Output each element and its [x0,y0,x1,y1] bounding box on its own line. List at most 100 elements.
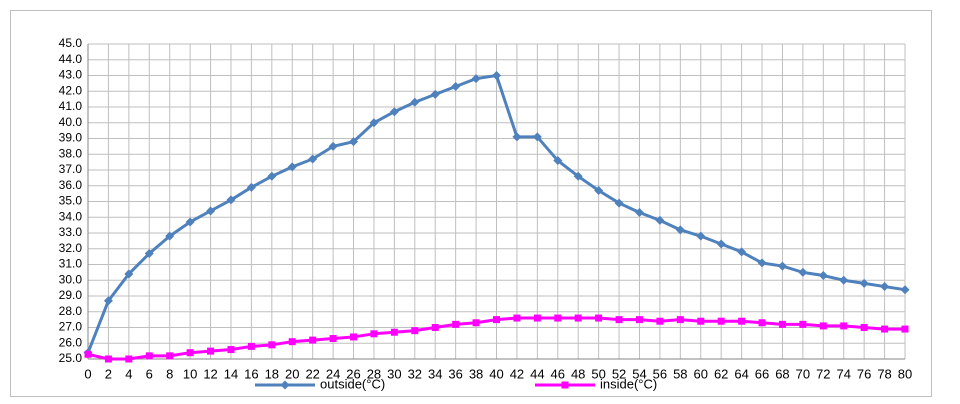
data-point [675,225,685,235]
x-tick-label: 32 [408,366,422,381]
data-point [717,317,725,325]
x-tick-label: 72 [816,366,830,381]
y-tick-label: 45.0 [59,36,83,50]
data-point [799,320,807,328]
y-tick-label: 33.0 [59,225,83,239]
data-point [840,322,848,330]
data-point [655,215,665,225]
data-point [573,171,583,181]
x-tick-label: 36 [448,366,462,381]
data-point [328,141,338,151]
x-tick-label: 68 [775,366,789,381]
data-point [104,355,112,363]
data-point [676,316,684,324]
data-point [859,278,869,288]
x-tick-label: 58 [673,366,687,381]
data-point [553,156,563,166]
x-tick-label: 12 [203,366,217,381]
data-point [389,107,399,117]
x-tick-label: 78 [877,366,891,381]
x-tick-label: 60 [694,366,708,381]
data-point [451,82,461,92]
data-point [350,333,358,341]
data-point [513,314,521,322]
data-point [554,314,562,322]
data-point [798,267,808,277]
data-point [103,296,113,306]
x-tick-label: 28 [367,366,381,381]
data-point [634,208,644,218]
x-tick-label: 38 [469,366,483,381]
x-tick-label: 48 [571,366,585,381]
y-tick-label: 27.0 [59,320,83,334]
data-point [594,185,604,195]
x-tick-label: 16 [244,366,258,381]
data-point [533,314,541,322]
data-point [595,314,603,322]
x-tick-label: 0 [84,366,91,381]
y-tick-label: 39.0 [59,131,83,145]
data-point [839,275,849,285]
x-tick-label: 10 [183,366,197,381]
x-tick-label: 2 [105,366,112,381]
y-tick-label: 43.0 [59,68,83,82]
x-tick-label: 40 [489,366,503,381]
data-point [288,338,296,346]
data-point [860,324,868,331]
y-tick-label: 29.0 [59,288,83,302]
data-point [492,71,501,80]
data-point [901,325,909,333]
x-tick-label: 50 [591,366,605,381]
data-point [145,352,153,360]
data-point [738,317,746,325]
x-tick-label: 30 [387,366,401,381]
x-tick-label: 22 [305,366,319,381]
data-point [493,316,500,324]
data-point [369,118,379,128]
data-point [84,350,92,358]
data-point [185,217,195,227]
y-tick-label: 41.0 [59,99,83,113]
data-point [758,319,766,327]
x-tick-label: 70 [796,366,810,381]
data-point [370,330,378,338]
x-tick-label: 64 [734,366,748,381]
data-point [614,198,624,208]
data-point [410,97,420,107]
x-tick-label: 66 [755,366,769,381]
y-tick-label: 36.0 [59,178,83,192]
data-point [411,327,419,335]
x-tick-label: 34 [428,366,442,381]
y-tick-label: 35.0 [59,194,83,208]
data-point [431,324,439,331]
data-point [329,335,337,343]
data-point [532,132,542,142]
x-tick-label: 44 [530,366,544,381]
x-tick-label: 4 [125,366,132,381]
legend-marker [280,380,290,390]
data-point [716,239,726,249]
x-tick-label: 6 [146,366,153,381]
y-tick-label: 25.0 [59,351,83,365]
data-point [697,317,705,325]
data-point [125,355,133,363]
data-point [818,271,828,281]
data-point [696,231,706,241]
y-tick-label: 26.0 [59,335,83,349]
data-point [206,206,216,216]
data-point [246,182,256,192]
data-point [287,162,297,172]
y-tick-label: 37.0 [59,162,83,176]
data-point [390,328,398,336]
y-tick-label: 30.0 [59,272,83,286]
y-tick-label: 42.0 [59,83,83,97]
x-tick-label: 18 [265,366,279,381]
x-tick-label: 46 [551,366,565,381]
y-tick-label: 40.0 [59,115,83,129]
x-tick-label: 14 [224,366,238,381]
data-point [452,320,460,328]
legend-label: outside(°C) [320,376,385,391]
data-point [472,319,480,327]
